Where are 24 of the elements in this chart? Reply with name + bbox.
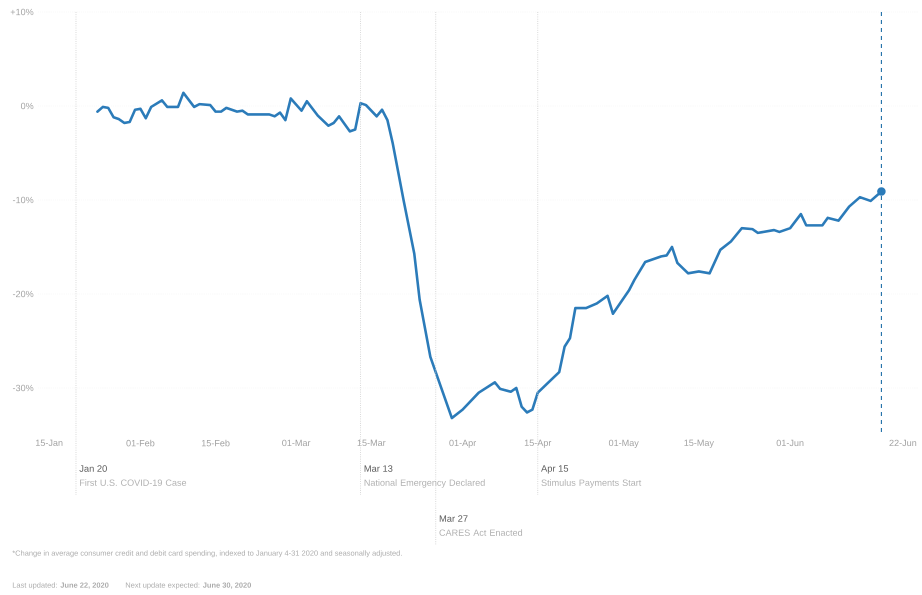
text: Stimulus Payments Start bbox=[541, 479, 642, 488]
x-tick-label: 22-Jun bbox=[889, 440, 916, 446]
x-tick-label: 15-Jan bbox=[36, 440, 62, 446]
x-tick-label: 01-Apr bbox=[449, 440, 476, 448]
y-tick-label: 0% bbox=[20, 102, 34, 110]
y-tick-label: -20% bbox=[12, 290, 34, 298]
text: First U.S. COVID-19 Case bbox=[80, 479, 186, 486]
x-tick-label: 01-May bbox=[608, 440, 639, 448]
x-tick-label: 15-Mar bbox=[358, 440, 386, 446]
ref-line-label: Mar 13 bbox=[364, 465, 392, 472]
x-tick-label: 15-May bbox=[684, 440, 714, 448]
ref-line-label: Mar 27 bbox=[440, 515, 468, 522]
ref-line-label: Apr 15 bbox=[541, 465, 568, 474]
x-tick-label: 01-Jun bbox=[776, 440, 804, 446]
y-tick-label: -10% bbox=[12, 196, 34, 204]
x-tick-label: 01-Mar bbox=[282, 440, 310, 446]
text: CARES Act Enacted bbox=[439, 529, 522, 536]
text: National Emergency Declared bbox=[364, 479, 485, 488]
y-tick-label: +10% bbox=[10, 8, 34, 16]
x-tick-label: 15-Apr bbox=[524, 440, 552, 448]
x-tick-label: 15-Feb bbox=[202, 440, 230, 446]
x-tick-label: 01-Feb bbox=[126, 440, 154, 446]
ref-line-label: Jan 20 bbox=[79, 465, 107, 472]
y-tick-label: -30% bbox=[12, 384, 34, 392]
